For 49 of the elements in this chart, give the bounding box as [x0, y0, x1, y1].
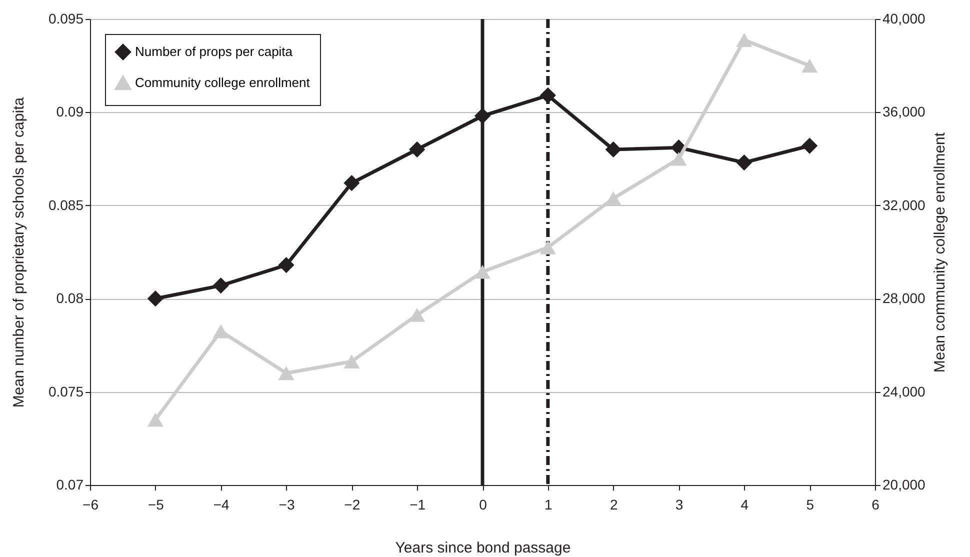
- y-tick-label: 0.085: [48, 196, 84, 213]
- point: [344, 174, 360, 192]
- point: [409, 141, 426, 158]
- legend-label: Community college enrollment: [135, 75, 310, 90]
- y-tick-label: 0.08: [56, 290, 84, 306]
- point: [605, 191, 622, 206]
- point: [605, 141, 622, 158]
- point: [802, 58, 818, 73]
- point: [278, 366, 294, 380]
- x-tick-label: 4: [740, 496, 749, 512]
- point: [344, 354, 360, 368]
- point: [409, 308, 426, 322]
- y2-tick-label: 24,000: [882, 383, 926, 400]
- x-tick-label: 2: [610, 496, 618, 512]
- y-axis-title: Mean number of proprietary schools per capita: [10, 96, 28, 408]
- x-tick-label: −3: [278, 496, 295, 512]
- y2-axis-title: Mean community college enrollment: [931, 132, 948, 373]
- y2-tick-label: 36,000: [882, 104, 926, 120]
- x-axis-title: Years since bond passage: [395, 540, 571, 556]
- point: [147, 412, 164, 427]
- point: [212, 324, 229, 338]
- x-tick-label: −2: [344, 496, 360, 512]
- point: [802, 138, 818, 154]
- x-tick-label: −4: [213, 496, 230, 512]
- x-tick-label: 6: [872, 496, 880, 512]
- y2-tick-label: 32,000: [882, 196, 926, 213]
- y-tick-label: 0.095: [48, 10, 84, 26]
- y-tick-label: 0.075: [48, 383, 84, 400]
- y-tick-label: 0.09: [56, 104, 84, 120]
- y-tick-label: 0.07: [56, 476, 84, 492]
- legend-label: Number of props per capita: [135, 44, 294, 59]
- x-tick-label: 1: [544, 496, 553, 512]
- point: [670, 152, 687, 166]
- x-tick-label: 3: [675, 496, 684, 512]
- x-tick-label: −5: [148, 496, 164, 512]
- x-tick-label: −1: [410, 496, 426, 512]
- x-tick-label: 5: [806, 496, 814, 512]
- y2-tick-label: 20,000: [882, 476, 926, 492]
- point: [540, 240, 556, 254]
- point: [736, 32, 752, 47]
- point: [474, 264, 491, 279]
- point: [736, 154, 752, 171]
- point: [212, 277, 229, 294]
- y2-tick-label: 28,000: [882, 290, 926, 306]
- x-tick-label: −6: [82, 496, 99, 512]
- y2-tick-label: 40,000: [882, 10, 926, 26]
- x-tick-label: 0: [479, 496, 488, 512]
- point: [147, 290, 164, 307]
- point: [278, 256, 294, 274]
